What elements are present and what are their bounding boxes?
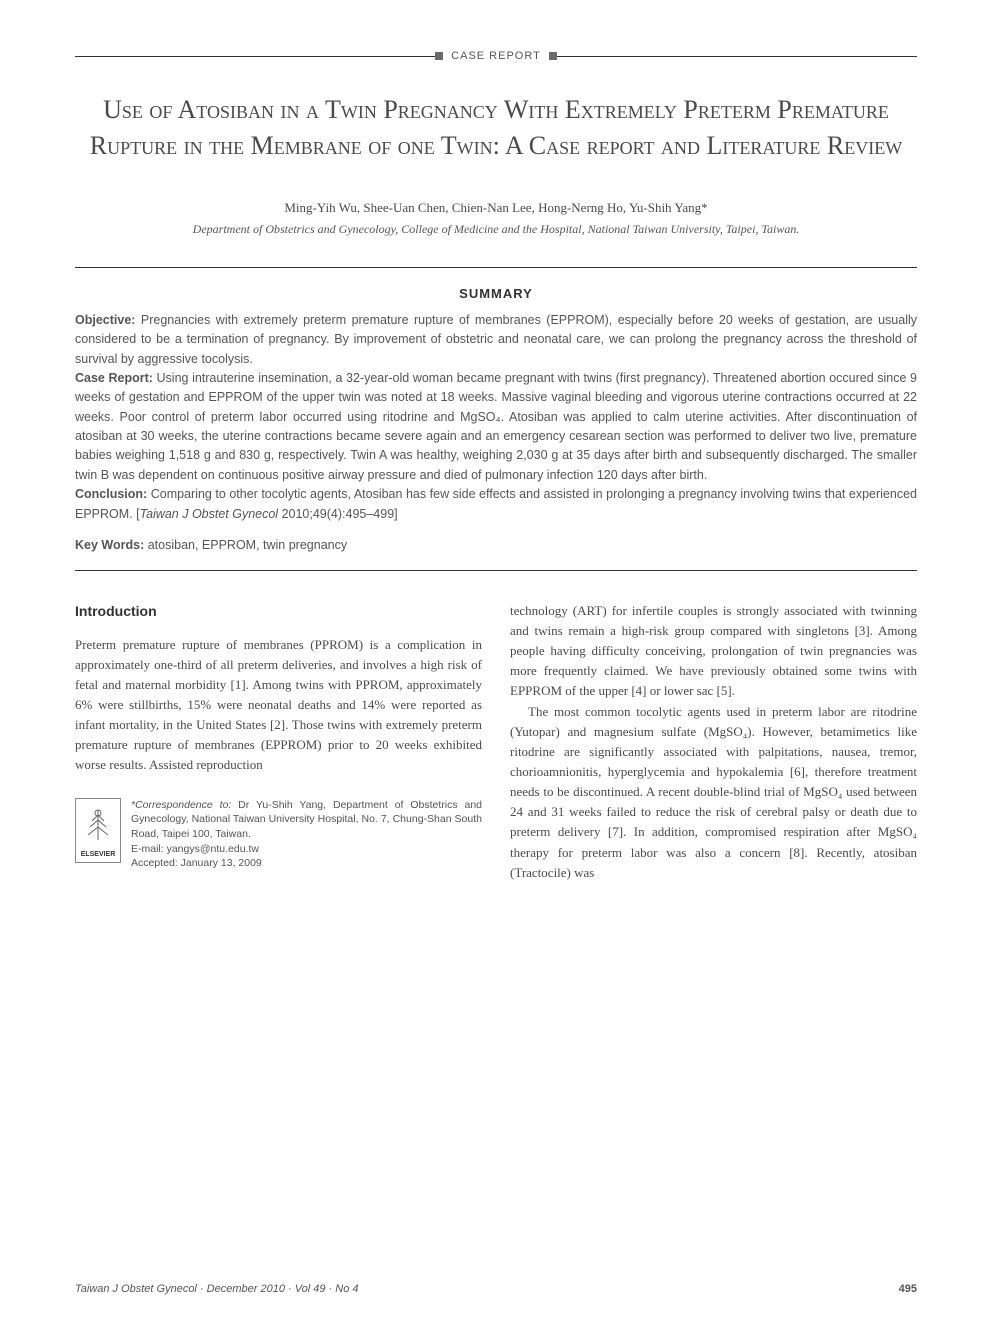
rule-right	[557, 56, 917, 57]
box-right	[549, 52, 557, 60]
column-right: technology (ART) for infertile couples i…	[510, 601, 917, 883]
footer-journal: Taiwan J Obstet Gynecol	[75, 1283, 197, 1295]
header-label: CASE REPORT	[451, 50, 541, 62]
citation-tail: 2010;49(4):495–499]	[278, 507, 398, 521]
authors-line: Ming-Yih Wu, Shee-Uan Chen, Chien-Nan Le…	[75, 200, 917, 216]
accepted-line: Accepted: January 13, 2009	[131, 857, 262, 869]
publisher-name: ELSEVIER	[81, 850, 116, 860]
page-number: 495	[899, 1283, 917, 1295]
affiliation-line: Department of Obstetrics and Gynecology,…	[75, 222, 917, 237]
objective-label: Objective:	[75, 313, 135, 327]
email-value: yangys@ntu.edu.tw	[167, 843, 259, 855]
keywords-text: atosiban, EPPROM, twin pregnancy	[144, 538, 347, 552]
email-label: E-mail:	[131, 843, 167, 855]
conclusion-label: Conclusion:	[75, 487, 147, 501]
correspondence-block: ELSEVIER *Correspondence to: Dr Yu-Shih …	[75, 798, 482, 871]
citation-journal: Taiwan J Obstet Gynecol	[140, 507, 279, 521]
keywords-label: Key Words:	[75, 538, 144, 552]
col2-paragraph-2: The most common tocolytic agents used in…	[510, 702, 917, 883]
page-footer: Taiwan J Obstet Gynecol · December 2010 …	[75, 1283, 917, 1295]
summary-heading: SUMMARY	[75, 286, 917, 301]
summary-body: Objective: Pregnancies with extremely pr…	[75, 311, 917, 524]
elsevier-logo: ELSEVIER	[75, 798, 121, 863]
footer-issue: · December 2010 · Vol 49 · No 4	[197, 1283, 359, 1295]
elsevier-tree-icon	[78, 801, 118, 850]
case-report-banner: CASE REPORT	[75, 50, 917, 62]
objective-text: Pregnancies with extremely preterm prema…	[75, 313, 917, 366]
intro-paragraph-1: Preterm premature rupture of membranes (…	[75, 635, 482, 776]
footer-left: Taiwan J Obstet Gynecol · December 2010 …	[75, 1283, 359, 1295]
case-text: Using intrauterine insemination, a 32-ye…	[75, 371, 917, 482]
rule-left	[75, 56, 435, 57]
case-label: Case Report:	[75, 371, 153, 385]
body-columns: Introduction Preterm premature rupture o…	[75, 601, 917, 883]
column-left: Introduction Preterm premature rupture o…	[75, 601, 482, 883]
keywords-line: Key Words: atosiban, EPPROM, twin pregna…	[75, 538, 917, 552]
rule-bottom	[75, 570, 917, 571]
rule-top	[75, 267, 917, 268]
article-title: Use of Atosiban in a Twin Pregnancy With…	[75, 92, 917, 165]
introduction-heading: Introduction	[75, 601, 482, 623]
box-left	[435, 52, 443, 60]
correspondence-label: *Correspondence to:	[131, 799, 231, 811]
col2-paragraph-1: technology (ART) for infertile couples i…	[510, 601, 917, 702]
correspondence-text: *Correspondence to: Dr Yu-Shih Yang, Dep…	[131, 798, 482, 871]
